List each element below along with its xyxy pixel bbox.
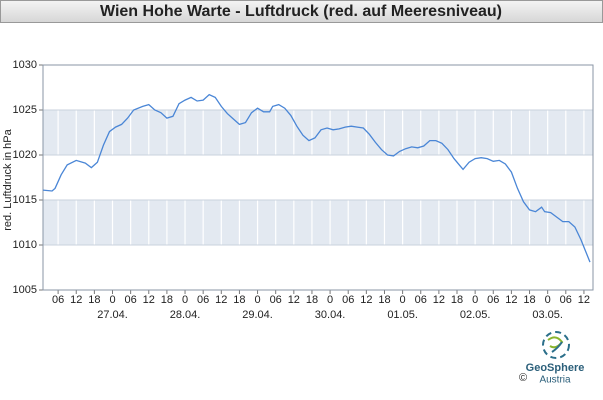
x-tick-label: 12 bbox=[360, 294, 372, 306]
date-label: 29.04. bbox=[242, 309, 273, 321]
pressure-line bbox=[42, 93, 591, 263]
x-tick-label: 18 bbox=[523, 294, 535, 306]
y-axis-label: red. Luftdruck in hPa bbox=[2, 128, 14, 230]
logo-swirl bbox=[551, 341, 563, 353]
x-tick-label: 18 bbox=[378, 294, 390, 306]
x-tick-label: 12 bbox=[433, 294, 445, 306]
date-label: 01.05. bbox=[387, 309, 418, 321]
y-tick-label: 1020 bbox=[13, 149, 37, 161]
x-tick-label: 0 bbox=[254, 294, 260, 306]
x-tick-label: 0 bbox=[109, 294, 115, 306]
x-tick-label: 0 bbox=[327, 294, 333, 306]
logo-ring bbox=[542, 331, 570, 359]
x-tick-label: 12 bbox=[70, 294, 82, 306]
plot-border bbox=[42, 64, 594, 291]
date-label: 03.05. bbox=[532, 309, 563, 321]
y-tick-label: 1025 bbox=[13, 104, 37, 116]
x-tick-label: 12 bbox=[143, 294, 155, 306]
y-tick-label: 1030 bbox=[13, 59, 37, 71]
y-tick-label: 1010 bbox=[13, 239, 37, 251]
x-tick-label: 0 bbox=[472, 294, 478, 306]
brand-sub: Austria bbox=[539, 375, 571, 386]
x-tick-label: 06 bbox=[487, 294, 499, 306]
x-tick-label: 12 bbox=[288, 294, 300, 306]
x-tick-label: 0 bbox=[182, 294, 188, 306]
brand-name: GeoSphere bbox=[526, 362, 585, 374]
x-tick-label: 18 bbox=[306, 294, 318, 306]
x-tick-label: 18 bbox=[233, 294, 245, 306]
x-tick-label: 06 bbox=[415, 294, 427, 306]
x-tick-label: 0 bbox=[400, 294, 406, 306]
date-label: 28.04. bbox=[170, 309, 201, 321]
y-tick-label: 1005 bbox=[13, 284, 37, 296]
plot-background bbox=[43, 65, 593, 290]
date-label: 30.04. bbox=[315, 309, 346, 321]
date-label: 02.05. bbox=[460, 309, 491, 321]
date-label: 27.04. bbox=[97, 309, 128, 321]
x-tick-label: 06 bbox=[197, 294, 209, 306]
x-tick-label: 06 bbox=[125, 294, 137, 306]
x-tick-label: 12 bbox=[578, 294, 590, 306]
x-tick-label: 06 bbox=[52, 294, 64, 306]
chart-title: Wien Hohe Warte - Luftdruck (red. auf Me… bbox=[100, 3, 502, 20]
x-tick-label: 0 bbox=[545, 294, 551, 306]
x-tick-label: 12 bbox=[505, 294, 517, 306]
x-tick-label: 06 bbox=[342, 294, 354, 306]
y-tick-label: 1015 bbox=[13, 194, 37, 206]
x-tick-label: 18 bbox=[451, 294, 463, 306]
x-tick-label: 06 bbox=[560, 294, 572, 306]
logo bbox=[542, 331, 570, 359]
x-tick-label: 06 bbox=[270, 294, 282, 306]
x-tick-label: 18 bbox=[88, 294, 100, 306]
grid-band bbox=[43, 110, 593, 155]
x-tick-label: 18 bbox=[161, 294, 173, 306]
copyright: © bbox=[519, 372, 527, 384]
grid-band bbox=[43, 200, 593, 245]
x-tick-label: 12 bbox=[215, 294, 227, 306]
